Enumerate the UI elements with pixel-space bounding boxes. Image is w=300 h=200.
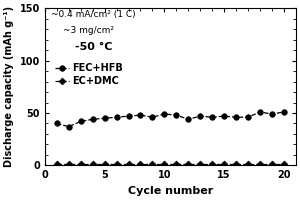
EC+DMC bbox=[198, 163, 202, 166]
EC+DMC bbox=[258, 163, 262, 166]
FEC+HFB bbox=[163, 113, 166, 115]
FEC+HFB bbox=[282, 111, 286, 113]
FEC+HFB bbox=[222, 115, 226, 117]
FEC+HFB bbox=[187, 118, 190, 120]
FEC+HFB bbox=[175, 114, 178, 116]
Y-axis label: Discharge capacity (mAh g⁻¹): Discharge capacity (mAh g⁻¹) bbox=[4, 6, 14, 167]
Text: ~3 mg/cm²: ~3 mg/cm² bbox=[63, 26, 114, 35]
EC+DMC bbox=[210, 163, 214, 166]
Line: EC+DMC: EC+DMC bbox=[54, 162, 286, 167]
EC+DMC bbox=[139, 163, 142, 166]
FEC+HFB bbox=[246, 116, 250, 118]
FEC+HFB bbox=[139, 114, 142, 116]
FEC+HFB bbox=[55, 122, 58, 125]
Text: ~0.4 mA/cm² (1 C): ~0.4 mA/cm² (1 C) bbox=[51, 10, 135, 19]
EC+DMC bbox=[103, 163, 106, 166]
FEC+HFB bbox=[67, 125, 70, 128]
FEC+HFB bbox=[127, 115, 130, 117]
FEC+HFB bbox=[115, 116, 118, 118]
EC+DMC bbox=[234, 163, 238, 166]
EC+DMC bbox=[187, 163, 190, 166]
EC+DMC bbox=[175, 163, 178, 166]
FEC+HFB bbox=[151, 116, 154, 118]
EC+DMC bbox=[151, 163, 154, 166]
FEC+HFB bbox=[258, 111, 262, 113]
EC+DMC bbox=[163, 163, 166, 166]
Line: FEC+HFB: FEC+HFB bbox=[54, 109, 287, 129]
EC+DMC bbox=[270, 163, 274, 166]
X-axis label: Cycle number: Cycle number bbox=[128, 186, 213, 196]
EC+DMC bbox=[67, 163, 70, 166]
FEC+HFB bbox=[234, 116, 238, 118]
Text: -50 °C: -50 °C bbox=[75, 42, 112, 52]
EC+DMC bbox=[79, 163, 83, 166]
EC+DMC bbox=[91, 163, 94, 166]
FEC+HFB bbox=[210, 116, 214, 118]
EC+DMC bbox=[55, 163, 58, 166]
FEC+HFB bbox=[198, 115, 202, 117]
FEC+HFB bbox=[79, 120, 83, 123]
EC+DMC bbox=[115, 163, 118, 166]
EC+DMC bbox=[246, 163, 250, 166]
EC+DMC bbox=[282, 163, 286, 166]
EC+DMC bbox=[127, 163, 130, 166]
FEC+HFB bbox=[103, 117, 106, 119]
EC+DMC bbox=[222, 163, 226, 166]
FEC+HFB bbox=[270, 113, 274, 115]
FEC+HFB bbox=[91, 118, 94, 120]
Legend: FEC+HFB, EC+DMC: FEC+HFB, EC+DMC bbox=[55, 63, 123, 86]
